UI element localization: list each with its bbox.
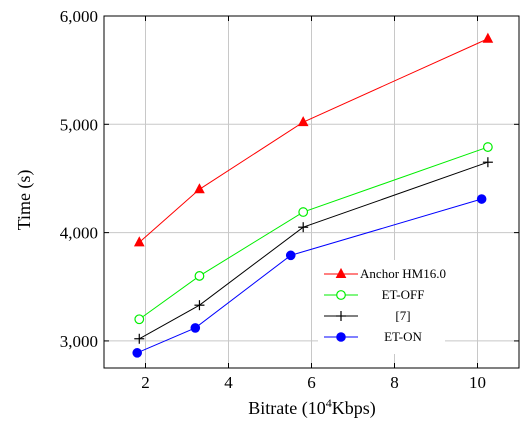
series-1 <box>134 142 493 325</box>
series-2 <box>134 157 493 344</box>
data-point <box>482 142 493 152</box>
series-3 <box>132 194 487 358</box>
data-point <box>132 348 142 358</box>
legend-label: Anchor HM16.0 <box>360 266 446 281</box>
data-point <box>476 194 487 204</box>
x-tick-label: 10 <box>469 373 486 392</box>
x-axis-ticks: 2 4 6 8 10 <box>141 16 486 392</box>
x-tick-label: 4 <box>224 373 233 392</box>
data-point <box>298 207 309 217</box>
data-point <box>285 250 296 261</box>
legend-label: ET-OFF <box>382 287 425 302</box>
series-line <box>137 198 482 354</box>
legend-item: [7] <box>324 308 411 323</box>
series-0 <box>133 32 494 247</box>
data-point <box>482 157 493 168</box>
series-line <box>138 38 489 243</box>
y-tick-label: 3,000 <box>60 332 98 351</box>
x-axis-label: Bitrate (104Kbps) <box>248 396 375 419</box>
legend-item: ET-ON <box>324 329 423 344</box>
legend-marker <box>335 267 347 278</box>
legend-item: Anchor HM16.0 <box>324 266 446 281</box>
y-tick-label: 4,000 <box>60 224 98 243</box>
series-line <box>139 161 489 340</box>
legend-marker <box>336 332 346 342</box>
y-tick-label: 5,000 <box>60 115 98 134</box>
data-point <box>134 314 145 325</box>
y-axis-ticks: 3,000 4,000 5,000 6,000 <box>60 7 519 351</box>
legend-label: [7] <box>395 308 410 323</box>
x-tick-label: 6 <box>307 373 316 392</box>
y-axis-label: Time (s) <box>14 170 35 231</box>
legend-marker <box>336 290 346 300</box>
legend-marker <box>336 311 346 321</box>
data-point <box>134 333 145 344</box>
series-line <box>138 146 489 320</box>
x-tick-label: 8 <box>390 373 399 392</box>
grid <box>104 15 519 368</box>
data-point <box>194 271 205 281</box>
legend: Anchor HM16.0 ET-OFF [7] ET-ON <box>318 260 446 354</box>
data-point <box>297 116 309 127</box>
data-point <box>133 236 145 247</box>
y-tick-label: 6,000 <box>60 7 98 26</box>
data-point <box>298 222 309 233</box>
series-layer <box>132 32 494 358</box>
data-point <box>190 323 201 333</box>
data-point <box>482 32 494 43</box>
x-tick-label: 2 <box>141 373 150 392</box>
legend-label: ET-ON <box>384 329 422 344</box>
legend-item: ET-OFF <box>324 287 424 302</box>
data-point <box>194 300 205 311</box>
data-point <box>194 183 205 194</box>
